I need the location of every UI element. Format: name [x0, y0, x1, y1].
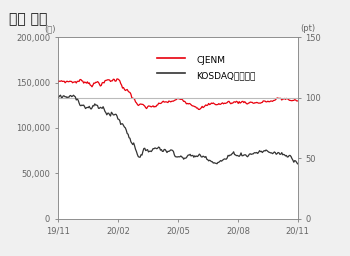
Text: 주가 추이: 주가 추이 [9, 12, 47, 26]
Text: (pt): (pt) [300, 25, 315, 34]
Legend: CJENM, KOSDAQ지수대비: CJENM, KOSDAQ지수대비 [152, 48, 261, 86]
Text: (원): (원) [44, 25, 55, 34]
